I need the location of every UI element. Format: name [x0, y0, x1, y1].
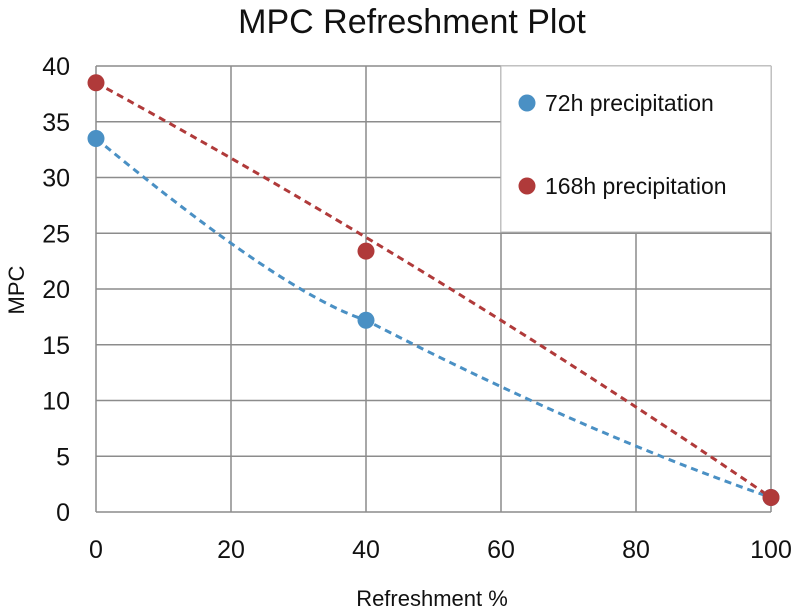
y-tick-label: 25 [42, 220, 70, 248]
y-tick-label: 20 [42, 276, 70, 304]
x-tick-label: 20 [217, 536, 245, 564]
y-tick-label: 15 [42, 332, 70, 360]
trendline-1 [95, 137, 772, 499]
data-points [87, 74, 780, 507]
data-point [87, 74, 105, 92]
y-tick-label: 0 [56, 499, 70, 527]
y-tick-label: 5 [56, 443, 70, 471]
data-point [87, 129, 105, 147]
legend-label: 168h precipitation [545, 173, 727, 199]
x-tick-label: 0 [89, 536, 103, 564]
x-axis-title: Refreshment % [356, 586, 508, 609]
legend-box [500, 65, 772, 233]
legend-label: 72h precipitation [545, 90, 714, 116]
trendline-2 [95, 81, 772, 499]
data-point [357, 311, 375, 329]
y-axis-title: MPC [4, 265, 29, 314]
trendlines [95, 81, 772, 499]
x-tick-label: 40 [352, 536, 380, 564]
legend-marker [518, 94, 536, 112]
y-tick-label: 40 [42, 53, 70, 81]
y-tick-label: 10 [42, 388, 70, 416]
x-tick-label: 80 [622, 536, 650, 564]
legend-marker [518, 177, 536, 195]
y-tick-label: 30 [42, 165, 70, 193]
y-tick-label: 35 [42, 109, 70, 137]
grid [95, 65, 772, 513]
chart-title: MPC Refreshment Plot [238, 3, 586, 41]
data-point [357, 242, 375, 260]
data-point [762, 489, 780, 507]
legend: 72h precipitation 168h precipitation [500, 65, 772, 233]
x-tick-label: 100 [750, 536, 792, 564]
x-tick-label: 60 [487, 536, 515, 564]
axes: 0 5 10 15 20 25 30 35 40 0 20 40 60 80 100 [42, 53, 792, 564]
